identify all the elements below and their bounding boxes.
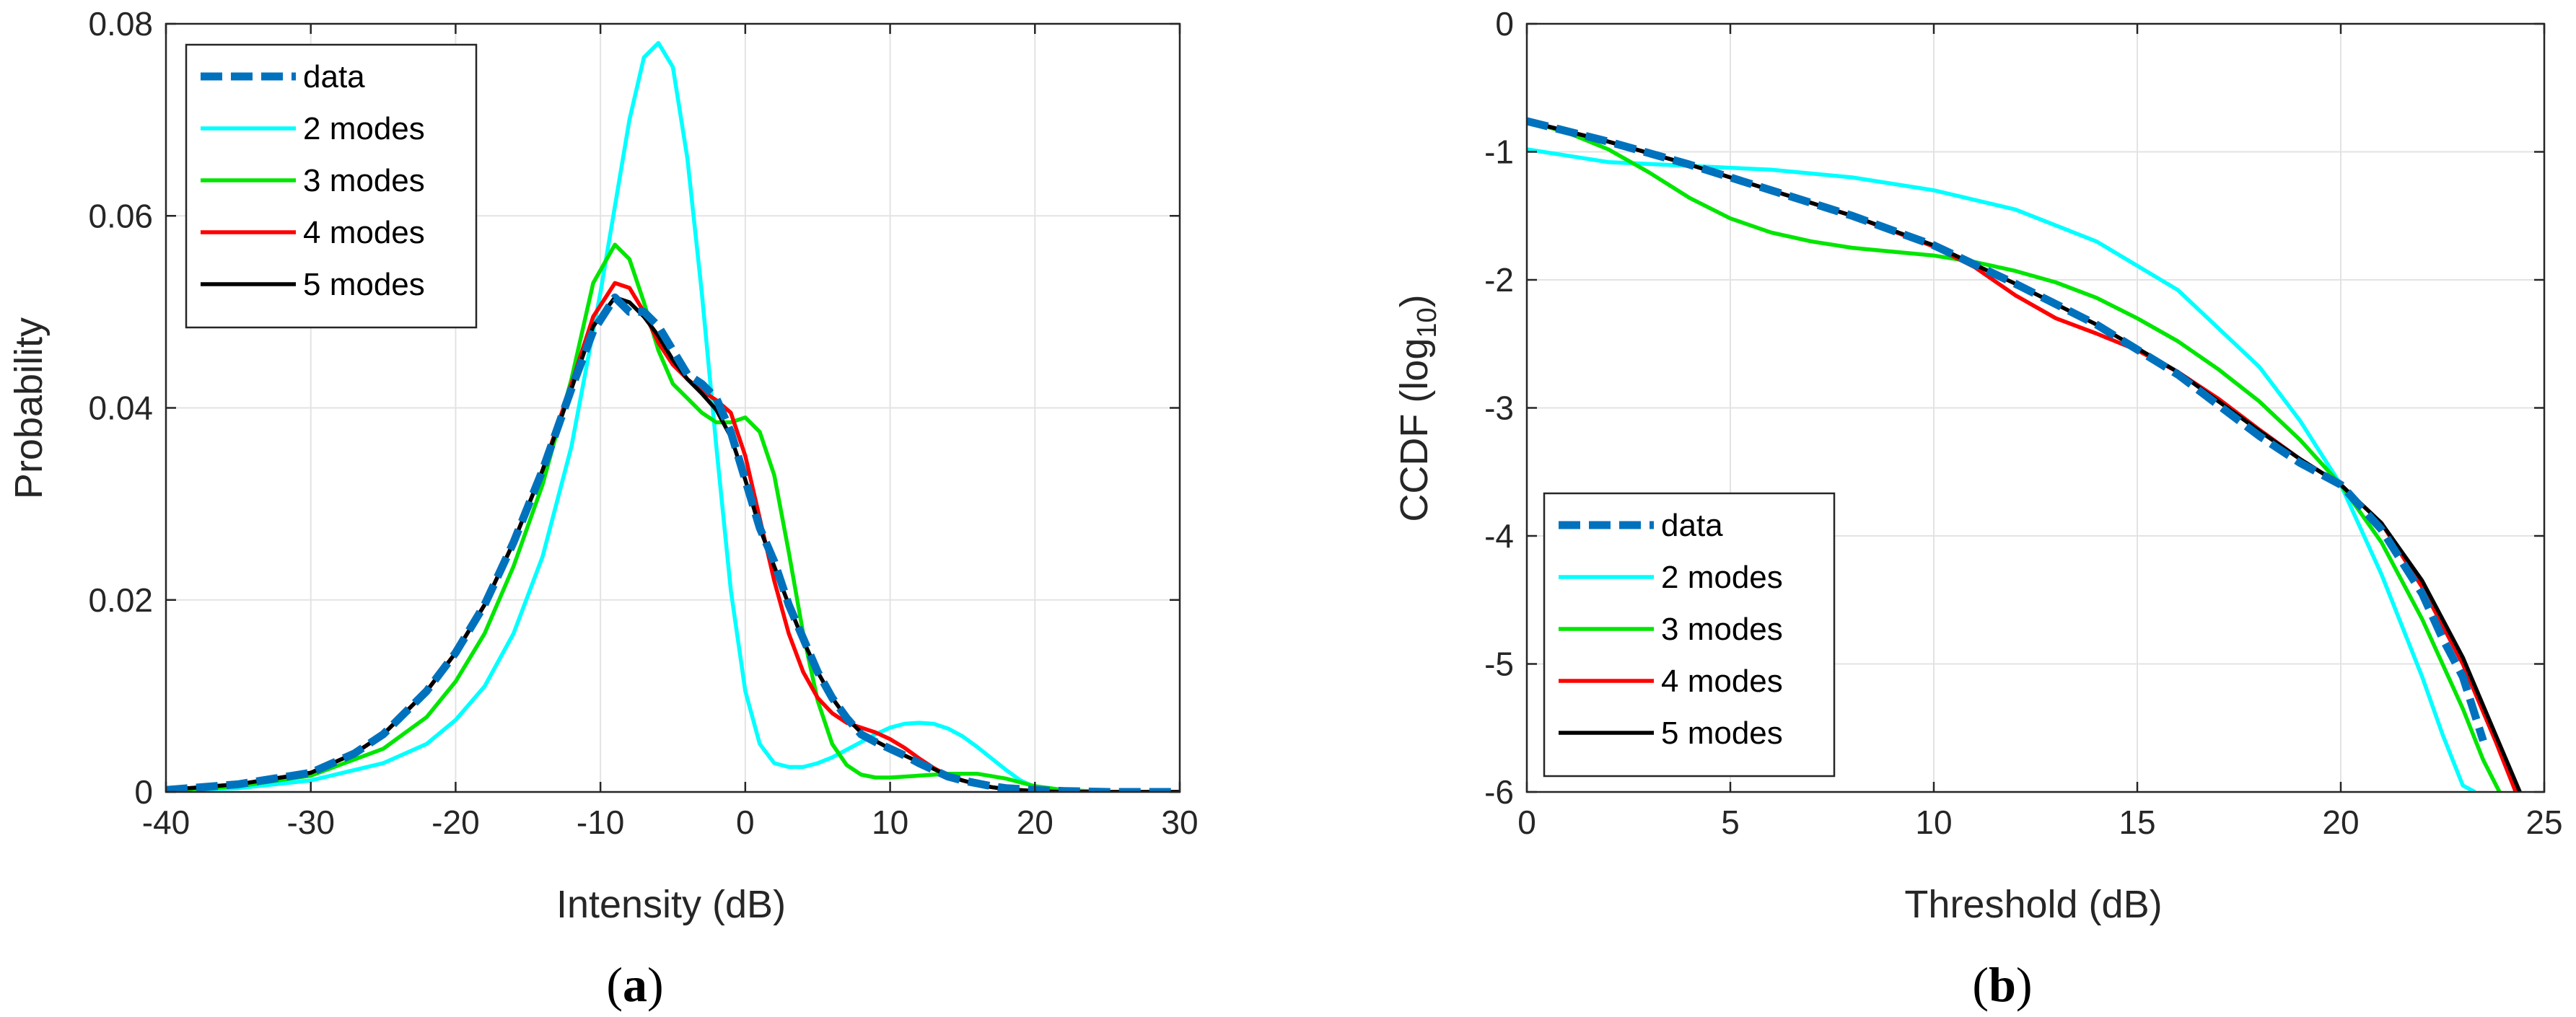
legend-label: data bbox=[1661, 508, 1723, 543]
series-line-2-modes bbox=[166, 40, 1180, 792]
y-tick-label: 0 bbox=[134, 773, 153, 811]
x-tick-label: 30 bbox=[1161, 804, 1198, 841]
x-tick-label: -40 bbox=[142, 804, 190, 841]
y-tick-label: 0 bbox=[1495, 5, 1514, 43]
panel-a-x-axis-label: Intensity (dB) bbox=[556, 883, 786, 926]
y-tick-label: 0.04 bbox=[88, 389, 153, 427]
x-tick-label: 0 bbox=[1517, 804, 1536, 841]
y-tick-label: -4 bbox=[1484, 517, 1514, 555]
x-tick-label: 25 bbox=[2525, 804, 2562, 841]
y-tick-label: -1 bbox=[1484, 133, 1514, 171]
series-line-3-modes bbox=[1527, 119, 2502, 792]
y-tick-label: 0.02 bbox=[88, 581, 153, 619]
panel-a-series bbox=[166, 40, 1180, 792]
panel-a-legend: data 2 modes 3 modes 4 modes 5 modes bbox=[185, 43, 478, 329]
legend-label: 2 modes bbox=[1661, 560, 1783, 595]
x-tick-label: 15 bbox=[2119, 804, 2155, 841]
legend-box bbox=[185, 43, 478, 329]
panel-b-ticks: 0 5 10 15 20 25 -6 -5 -4 -3 -2 -1 0 bbox=[1484, 5, 2562, 841]
legend-box bbox=[1543, 492, 1836, 778]
panel-a-y-axis-label: Probability bbox=[7, 317, 51, 499]
series-line-3-modes bbox=[166, 242, 1180, 792]
x-tick-label: 10 bbox=[872, 804, 908, 841]
panel-b-y-axis-label-close: ) bbox=[1393, 294, 1436, 307]
x-tick-label: 20 bbox=[1017, 804, 1053, 841]
panel-b-y-axis-label-main: CCDF (log bbox=[1393, 338, 1436, 522]
series-line-5-modes bbox=[1527, 119, 2522, 792]
x-tick-label: -30 bbox=[286, 804, 334, 841]
panel-b-x-axis-label: Threshold (dB) bbox=[1904, 883, 2162, 926]
legend-label: 3 modes bbox=[1661, 612, 1783, 647]
y-tick-label: -3 bbox=[1484, 389, 1514, 427]
series-line-2-modes bbox=[1527, 147, 2476, 792]
panel-b-series bbox=[1527, 117, 2522, 792]
legend-label: 5 modes bbox=[303, 267, 425, 302]
x-tick-label: -20 bbox=[431, 804, 479, 841]
panel-b-y-axis-label-subscript: 10 bbox=[1412, 307, 1442, 338]
x-tick-label: 0 bbox=[736, 804, 755, 841]
legend-label: 4 modes bbox=[303, 215, 425, 250]
panel-a-caption: (a) bbox=[606, 957, 663, 1012]
panel-b-caption-letter: b bbox=[1989, 957, 2016, 1012]
y-tick-label: -6 bbox=[1484, 773, 1514, 811]
series-line-data bbox=[166, 293, 1180, 792]
legend-label: 3 modes bbox=[303, 163, 425, 198]
panel-a-caption-letter: a bbox=[623, 957, 647, 1012]
legend-label: 4 modes bbox=[1661, 664, 1783, 699]
y-tick-label: -2 bbox=[1484, 261, 1514, 299]
x-tick-label: 5 bbox=[1721, 804, 1740, 841]
legend-label: 2 modes bbox=[303, 111, 425, 146]
legend-label: 5 modes bbox=[1661, 716, 1783, 751]
x-tick-label: -10 bbox=[577, 804, 624, 841]
panel-b-y-axis-label: CCDF (log10) bbox=[1393, 294, 1442, 521]
panel-a-ticks: -40 -30 -20 -10 0 10 20 30 0 0.02 0.04 0.06 0.08 bbox=[88, 5, 1198, 841]
y-tick-label: 0.08 bbox=[88, 5, 153, 43]
panel-a-intensity-pdf: -40 -30 -20 -10 0 10 20 30 0 0.02 0.04 0.06 0.08 Int… bbox=[7, 5, 1199, 1012]
panel-b-caption: (b) bbox=[1972, 957, 2032, 1012]
x-tick-label: 20 bbox=[2322, 804, 2359, 841]
y-tick-label: -5 bbox=[1484, 646, 1514, 683]
legend-label: data bbox=[303, 59, 365, 94]
y-tick-label: 0.06 bbox=[88, 197, 153, 234]
panel-b-legend: data 2 modes 3 modes 4 modes 5 modes bbox=[1543, 492, 1836, 778]
panel-b-ccdf: 0 5 10 15 20 25 -6 -5 -4 -3 -2 -1 0 Threshold (dB) C… bbox=[1393, 5, 2563, 1012]
x-tick-label: 10 bbox=[1915, 804, 1952, 841]
series-line-data bbox=[1527, 117, 2487, 742]
